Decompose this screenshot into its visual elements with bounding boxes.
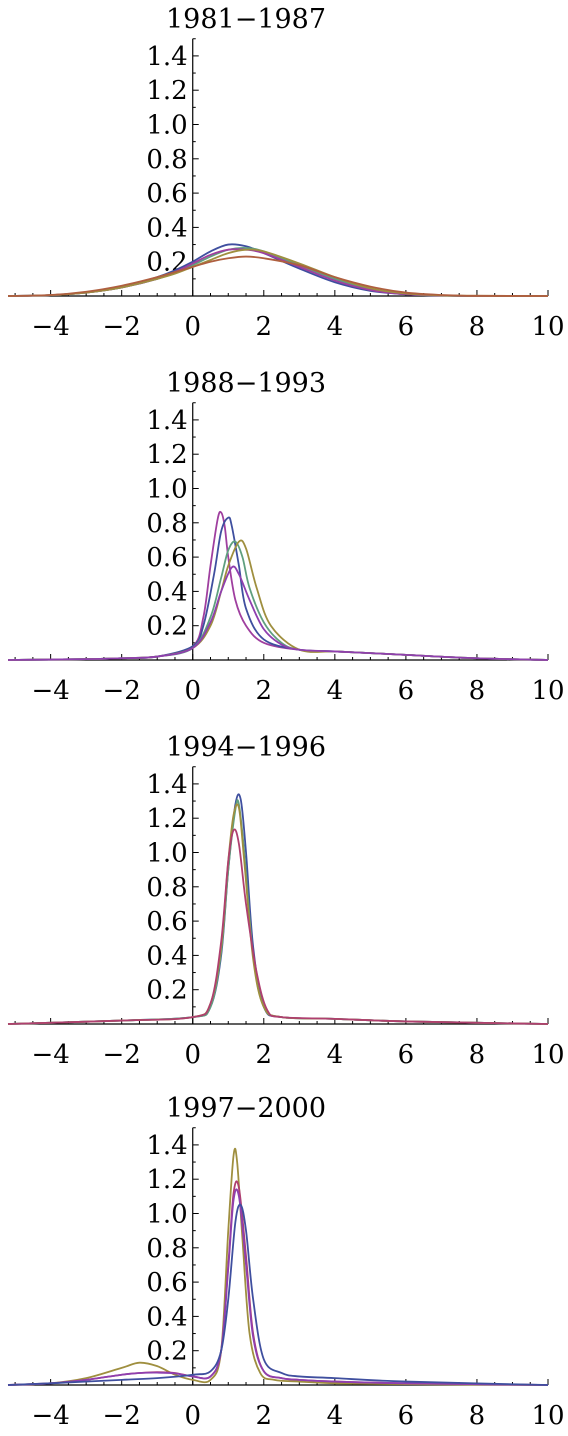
x-tick-label: 2 (256, 1401, 273, 1431)
x-tick-label: 2 (256, 1040, 273, 1070)
density-curve-2 (7, 799, 549, 1025)
y-tick-label: 1.4 (146, 406, 187, 436)
y-tick-label: 1.0 (146, 1200, 187, 1230)
y-tick-label: 1.0 (146, 111, 187, 141)
x-tick-label: 4 (327, 312, 344, 342)
x-tick-label: 8 (469, 312, 486, 342)
y-tick-label: 0.4 (146, 213, 187, 243)
x-tick-label: −2 (103, 676, 141, 706)
density-curve-4 (7, 1203, 549, 1386)
y-tick-label: 0.8 (146, 1234, 187, 1264)
density-curve-1 (7, 243, 548, 297)
density-curve-5 (7, 255, 549, 297)
x-tick-label: −2 (103, 1040, 141, 1070)
chart-title: 1981−1987 (166, 4, 326, 35)
x-tick-label: 8 (469, 1040, 486, 1070)
x-tick-label: 2 (256, 312, 273, 342)
x-tick-label: −2 (103, 1401, 141, 1431)
y-tick-label: 0.8 (146, 509, 187, 539)
y-tick-label: 0.8 (146, 873, 187, 903)
x-tick-label: 2 (256, 676, 273, 706)
density-curve-1 (7, 793, 549, 1025)
y-tick-label: 1.2 (146, 440, 187, 470)
density-curve-3 (7, 1188, 549, 1386)
x-tick-label: −4 (31, 1401, 69, 1431)
x-tick-label: 10 (531, 1040, 564, 1070)
x-tick-label: 0 (184, 1040, 201, 1070)
x-tick-label: 10 (531, 1401, 564, 1431)
x-tick-label: 0 (184, 1401, 201, 1431)
chart-panel-2: 1988−1993 −4 −2 0 2 4 6 8 10 0.2 0.4 0.6 0.8 1.0 1.2 1.… (7, 368, 565, 706)
x-tick-label: 10 (531, 312, 564, 342)
density-curve-4 (7, 828, 549, 1025)
density-curve-2 (7, 516, 549, 661)
x-tick-label: 6 (398, 676, 415, 706)
y-tick-label: 0.2 (146, 612, 187, 642)
y-tick-label: 0.2 (146, 1337, 187, 1367)
chart-panel-3: 1994−1996 −4 −2 0 2 4 6 8 10 0.2 0.4 0.6 0.8 1.0 1.2 1.… (7, 732, 565, 1070)
x-tick-label: 8 (469, 676, 486, 706)
chart-title: 1997−2000 (166, 1093, 326, 1124)
density-curve-5 (7, 565, 549, 661)
density-curve-1 (7, 1147, 549, 1386)
chart-panel-1: 1981−1987−4 −2 0 2 4 6 8 100.20.40.60.81.01.21.… (7, 4, 565, 342)
y-tick-label: 0.8 (146, 145, 187, 175)
x-tick-label: 0 (184, 676, 201, 706)
density-curve-2 (7, 1180, 549, 1386)
y-tick-label: 1.0 (146, 475, 187, 505)
y-tick-label: 0.2 (146, 976, 187, 1006)
y-tick-label: 1.2 (146, 1165, 187, 1195)
x-tick-label: 6 (398, 312, 415, 342)
x-tick-label: 4 (327, 676, 344, 706)
y-tick-label: 0.4 (146, 577, 187, 607)
x-tick-label: 8 (469, 1401, 486, 1431)
x-tick-label: −4 (31, 312, 69, 342)
x-tick-label: −4 (31, 676, 69, 706)
y-tick-label: 0.6 (146, 907, 187, 937)
y-tick-label: 0.6 (146, 543, 187, 573)
x-tick-label: 4 (327, 1040, 344, 1070)
x-tick-label: 6 (398, 1401, 415, 1431)
y-tick-label: 0.4 (146, 1302, 187, 1332)
density-curve-1 (7, 510, 549, 661)
y-tick-label: 1.0 (146, 839, 187, 869)
x-tick-label: −2 (103, 312, 141, 342)
y-tick-label: 1.4 (146, 770, 187, 800)
x-tick-label: 0 (184, 312, 201, 342)
chart-title: 1988−1993 (166, 368, 326, 399)
chart-panel-4: 1997−2000 −4 −2 0 2 4 6 8 10 0.2 0.4 0.6 0.8 1.0 1.2 1.… (7, 1093, 565, 1431)
y-tick-label: 1.2 (146, 76, 187, 106)
density-curve-3 (7, 803, 549, 1025)
y-tick-label: 0.6 (146, 179, 187, 209)
y-tick-label: 1.4 (146, 42, 187, 72)
density-curve-4 (7, 248, 549, 297)
x-tick-label: −4 (31, 1040, 69, 1070)
chart-title: 1994−1996 (166, 732, 326, 763)
y-tick-label: 1.2 (146, 804, 187, 834)
x-tick-label: 4 (327, 1401, 344, 1431)
y-tick-label: 1.4 (146, 1131, 187, 1161)
y-tick-label: 0.4 (146, 941, 187, 971)
x-tick-label: 10 (531, 676, 564, 706)
y-tick-label: 0.6 (146, 1268, 187, 1298)
x-tick-label: 6 (398, 1040, 415, 1070)
